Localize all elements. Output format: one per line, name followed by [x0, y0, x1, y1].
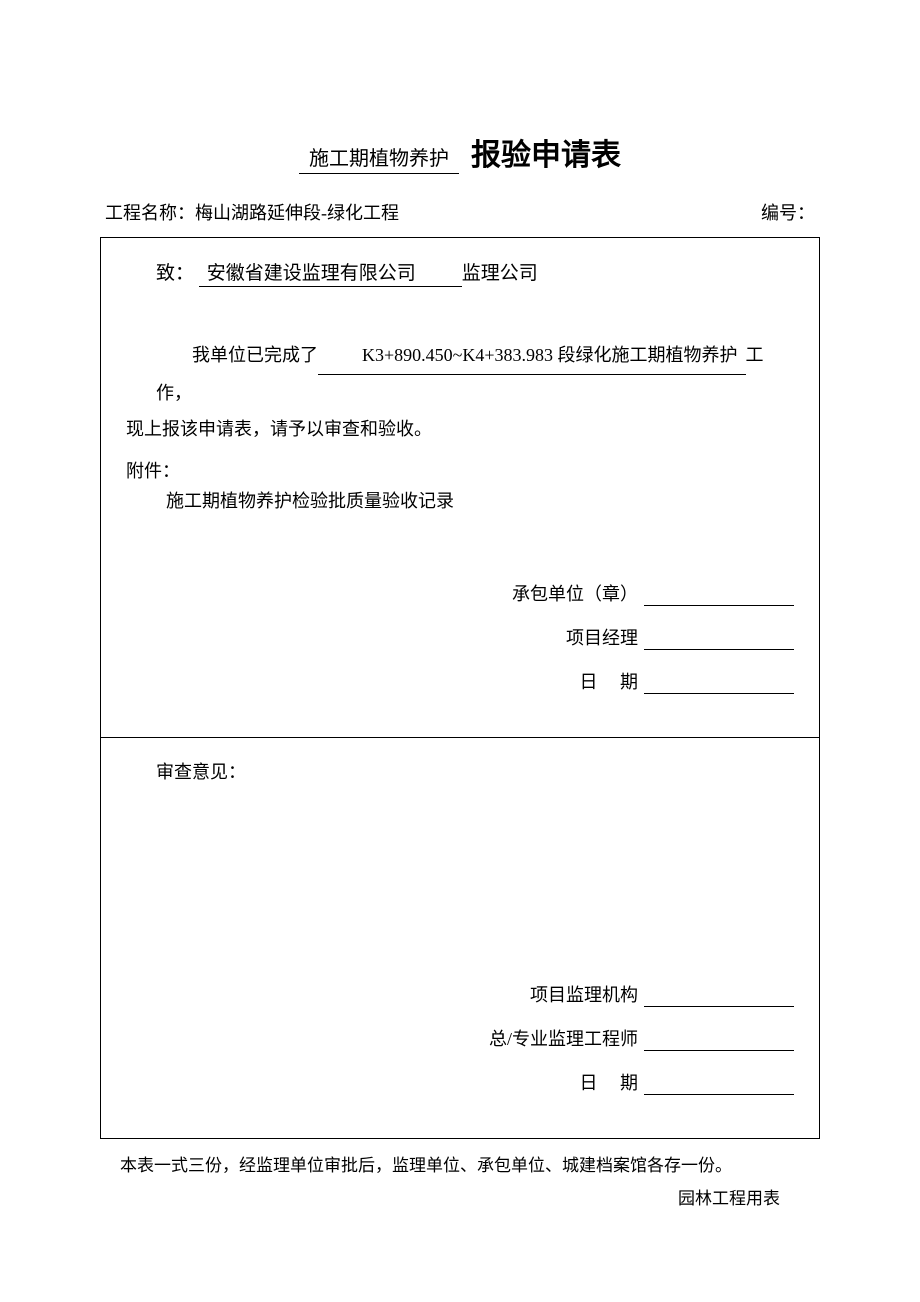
- sig-date-line-bottom: 日 期: [489, 1069, 794, 1095]
- title-main: 报验申请表: [471, 130, 621, 174]
- body-line-1: 我单位已完成了K3+890.450~K4+383.983 段绿化施工期植物养护工…: [156, 337, 794, 411]
- sig-blank: [644, 1094, 794, 1095]
- sig-date-line: 日 期: [512, 668, 794, 694]
- to-suffix: 监理公司: [462, 263, 538, 284]
- project-label: 工程名称：: [105, 203, 195, 223]
- footer-right: 园林工程用表: [100, 1184, 820, 1209]
- section-bottom: 审查意见： 项目监理机构 总/专业监理工程师 日 期: [101, 738, 819, 1138]
- body-line-2: 现上报该申请表，请予以审查和验收。: [126, 411, 794, 447]
- sig-contractor-line: 承包单位（章）: [512, 580, 794, 606]
- addressee-line: 致： 安徽省建设监理有限公司 监理公司: [156, 258, 794, 287]
- to-company: 安徽省建设监理有限公司: [199, 258, 462, 287]
- section-top: 致： 安徽省建设监理有限公司 监理公司 我单位已完成了K3+890.450~K4…: [101, 238, 819, 738]
- sig-blank: [644, 693, 794, 694]
- title-prefix: 施工期植物养护: [299, 142, 459, 174]
- number-label: 编号：: [761, 203, 815, 223]
- contractor-signature-block: 承包单位（章） 项目经理 日 期: [512, 580, 794, 712]
- sig-blank: [644, 1006, 794, 1007]
- review-label: 审查意见：: [156, 758, 794, 784]
- sig-supervisor-org-line: 项目监理机构: [489, 981, 794, 1007]
- form-box: 致： 安徽省建设监理有限公司 监理公司 我单位已完成了K3+890.450~K4…: [100, 237, 820, 1139]
- attachment-label: 附件：: [126, 457, 794, 483]
- number-field: 编号：: [761, 199, 815, 225]
- to-label: 致：: [156, 263, 194, 284]
- project-name-field: 工程名称：梅山湖路延伸段-绿化工程: [105, 199, 399, 225]
- footer-note: 本表一式三份，经监理单位审批后，监理单位、承包单位、城建档案馆各存一份。: [100, 1151, 820, 1176]
- project-name: 梅山湖路延伸段-绿化工程: [195, 203, 399, 223]
- attachment-text: 施工期植物养护检验批质量验收记录: [166, 487, 794, 513]
- title-row: 施工期植物养护 报验申请表: [100, 130, 820, 174]
- sig-blank: [644, 649, 794, 650]
- sig-blank: [644, 1050, 794, 1051]
- sig-engineer-line: 总/专业监理工程师: [489, 1025, 794, 1051]
- document-page: 施工期植物养护 报验申请表 工程名称：梅山湖路延伸段-绿化工程 编号： 致： 安…: [0, 0, 920, 1289]
- header-row: 工程名称：梅山湖路延伸段-绿化工程 编号：: [100, 199, 820, 225]
- supervisor-signature-block: 项目监理机构 总/专业监理工程师 日 期: [489, 981, 794, 1113]
- sig-blank: [644, 605, 794, 606]
- body-paragraph: 我单位已完成了K3+890.450~K4+383.983 段绿化施工期植物养护工…: [126, 337, 794, 447]
- body-underlined-segment: K3+890.450~K4+383.983 段绿化施工期植物养护: [318, 337, 746, 375]
- sig-manager-line: 项目经理: [512, 624, 794, 650]
